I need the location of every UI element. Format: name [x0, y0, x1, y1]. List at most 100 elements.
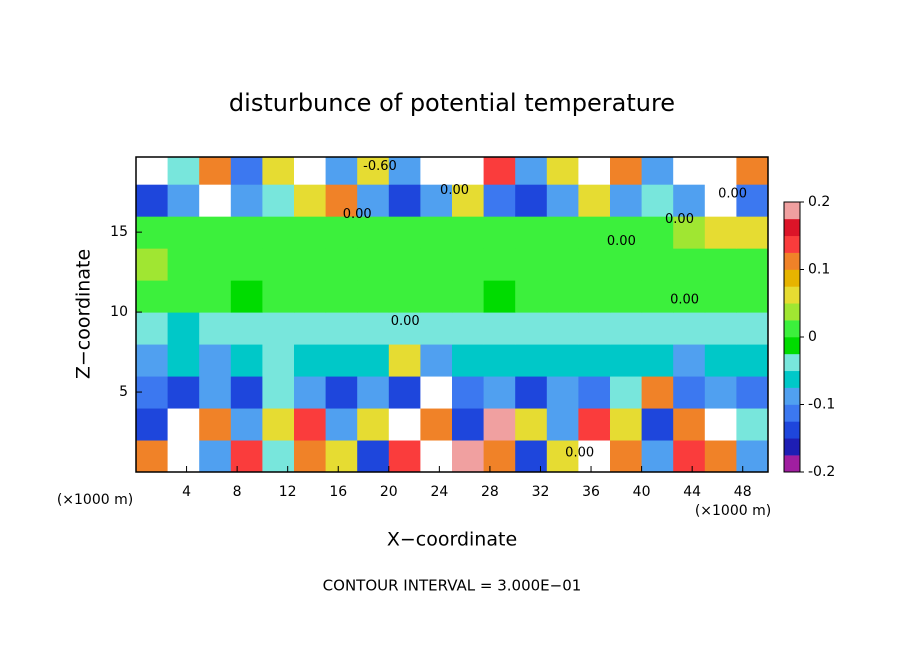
- heatmap-cell: [199, 312, 232, 345]
- heatmap-cell: [515, 440, 548, 472]
- heatmap-cell: [641, 440, 674, 472]
- contour-label: 0.00: [565, 445, 594, 460]
- heatmap-cell: [388, 216, 421, 249]
- x-unit-label: (×1000 m): [695, 503, 771, 519]
- heatmap-cell: [483, 344, 516, 377]
- heatmap-cell: [136, 157, 169, 185]
- heatmap-cell: [736, 280, 768, 313]
- contour-label: -0.60: [363, 159, 397, 174]
- heatmap-cell: [167, 312, 200, 345]
- heatmap-cell: [167, 184, 200, 217]
- footer: CONTOUR INTERVAL = 3.000E−01: [323, 577, 582, 595]
- heatmap-cell: [167, 408, 200, 441]
- heatmap-cell: [452, 248, 485, 281]
- heatmap-cell: [262, 248, 295, 281]
- heatmap-cell: [199, 440, 232, 472]
- heatmap-cell: [452, 157, 485, 185]
- x-tick-label: 32: [532, 484, 550, 500]
- heatmap-cell: [294, 376, 327, 409]
- heatmap-cell: [230, 376, 263, 409]
- heatmap-cell: [515, 408, 548, 441]
- contour-label: 0.00: [670, 293, 699, 308]
- heatmap-cell: [262, 408, 295, 441]
- colorbar-swatch: [784, 252, 800, 270]
- heatmap-cell: [483, 376, 516, 409]
- x-tick-label: 20: [380, 484, 398, 500]
- heatmap-cell: [136, 440, 169, 472]
- contour-label: 0.00: [440, 183, 469, 198]
- heatmap-cell: [641, 376, 674, 409]
- heatmap-cell: [167, 248, 200, 281]
- colorbar-swatch: [784, 353, 800, 372]
- heatmap-cell: [262, 440, 295, 472]
- heatmap-cell: [136, 312, 169, 345]
- heatmap-cell: [452, 344, 485, 377]
- heatmap-cell: [294, 248, 327, 281]
- contour-label: 0.00: [391, 314, 420, 329]
- x-tick-label: 4: [182, 484, 191, 500]
- heatmap-cell: [262, 312, 295, 345]
- heatmap-cell: [515, 157, 548, 185]
- colorbar-swatch: [784, 269, 800, 287]
- heatmap-cell: [673, 248, 706, 281]
- heatmap-cell: [704, 408, 737, 441]
- heatmap-cell: [610, 216, 643, 249]
- heatmap-cell: [388, 157, 421, 185]
- heatmap-cell: [357, 344, 390, 377]
- heatmap-cell: [420, 312, 453, 345]
- heatmap-cell: [610, 184, 643, 217]
- heatmap-cell: [294, 440, 327, 472]
- heatmap-cell: [578, 157, 611, 185]
- heatmap-cell: [420, 216, 453, 249]
- heatmap-cell: [388, 248, 421, 281]
- heatmap-cell: [420, 376, 453, 409]
- heatmap-cell: [199, 216, 232, 249]
- heatmap-cell: [641, 184, 674, 217]
- heatmap-cell: [578, 408, 611, 441]
- heatmap-cell: [673, 184, 706, 217]
- heatmap-cell: [230, 344, 263, 377]
- heatmap-cell: [610, 312, 643, 345]
- heatmap-cell: [578, 280, 611, 313]
- heatmap-cell: [483, 440, 516, 472]
- heatmap-cell: [641, 157, 674, 185]
- heatmap-cell: [294, 280, 327, 313]
- heatmap-cell: [388, 312, 421, 345]
- heatmap-cell: [420, 248, 453, 281]
- heatmap-cell: [199, 344, 232, 377]
- heatmap-cell: [262, 376, 295, 409]
- heatmap-cell: [546, 184, 579, 217]
- heatmap-cell: [420, 408, 453, 441]
- heatmap-cell: [167, 344, 200, 377]
- heatmap-cell: [704, 157, 737, 185]
- heatmap-cell: [546, 216, 579, 249]
- x-tick-label: 16: [329, 484, 347, 500]
- heatmap-cell: [736, 248, 768, 281]
- heatmap-cell: [294, 312, 327, 345]
- heatmap-cell: [294, 344, 327, 377]
- x-axis-label: X−coordinate: [387, 529, 517, 551]
- heatmap-cell: [610, 344, 643, 377]
- heatmap-cell: [515, 344, 548, 377]
- heatmap-cell: [515, 376, 548, 409]
- heatmap-cell: [357, 248, 390, 281]
- heatmap-cell: [578, 312, 611, 345]
- heatmap-cell: [230, 312, 263, 345]
- heatmap-cell: [357, 312, 390, 345]
- heatmap-cell: [294, 157, 327, 185]
- heatmap-cell: [452, 280, 485, 313]
- heatmap-cell: [610, 408, 643, 441]
- heatmap-cell: [704, 312, 737, 345]
- heatmap-cell: [452, 408, 485, 441]
- heatmap-cell: [546, 248, 579, 281]
- heatmap-cell: [704, 376, 737, 409]
- heatmap-cell: [673, 280, 706, 313]
- heatmap-cell: [262, 184, 295, 217]
- y-tick-label: 10: [110, 304, 128, 320]
- heatmap-cell: [704, 440, 737, 472]
- heatmap-cell: [736, 312, 768, 345]
- heatmap-cell: [167, 376, 200, 409]
- colorbar-swatch: [784, 370, 800, 388]
- heatmap-cell: [199, 184, 232, 217]
